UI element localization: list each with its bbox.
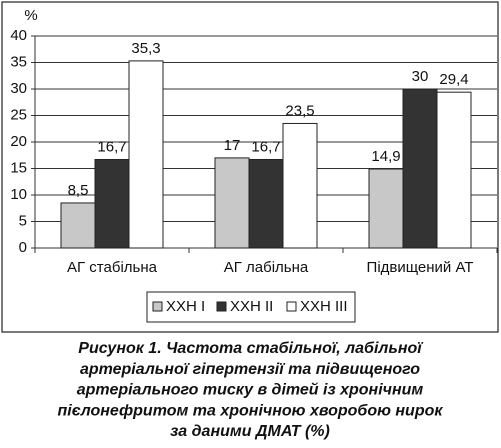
value-label: 16,7 [251,138,280,155]
x-tick-label: АГ стабільна [67,259,158,276]
bar [282,122,318,249]
legend-box [146,291,356,323]
caption-line: Рисунок 1. Частота стабільної, лабільної [78,340,424,357]
caption-line: артеріального тиску в дітей із хронічним [77,382,424,399]
value-label: 14,9 [371,148,400,165]
legend-label: ХХН II [230,298,273,315]
legend-label: ХХН I [166,298,205,315]
bar [368,168,404,249]
bar [214,157,250,249]
y-tick-label: 10 [10,186,27,203]
value-label: 29,4 [439,71,468,88]
y-tick-label: 0 [19,239,27,256]
caption-line: артеріальної гіпертензії та підвищеного [80,361,420,378]
y-tick-label: 40 [10,27,27,44]
y-tick-label: 5 [19,212,27,229]
bar [94,158,130,249]
bar [248,158,284,249]
legend-swatch [216,301,227,312]
y-tick-label: 30 [10,80,27,97]
value-label: 30 [412,68,429,85]
x-tick-label: Підвищений АТ [367,259,474,276]
bar [402,88,438,249]
bar [436,91,472,249]
legend-swatch [152,301,163,312]
legend-swatch [286,301,297,312]
value-label: 8,5 [68,182,89,199]
y-unit: % [24,7,37,24]
y-tick-label: 25 [10,106,27,123]
value-label: 17 [224,137,241,154]
legend-label: ХХН III [300,298,348,315]
chart-frame [1,1,499,333]
y-tick-label: 35 [10,53,27,70]
x-tick-label: АГ лабільна [224,259,309,276]
caption-line: за даними ДМАТ (%) [170,423,330,440]
y-tick-label: 15 [10,159,27,176]
bar [128,60,164,249]
y-tick-label: 20 [10,133,27,150]
value-label: 16,7 [97,138,126,155]
value-label: 35,3 [131,40,160,57]
bar [60,202,96,249]
caption-line: пієлонефритом та хронічною хворобою ниро… [58,402,444,419]
value-label: 23,5 [285,102,314,119]
